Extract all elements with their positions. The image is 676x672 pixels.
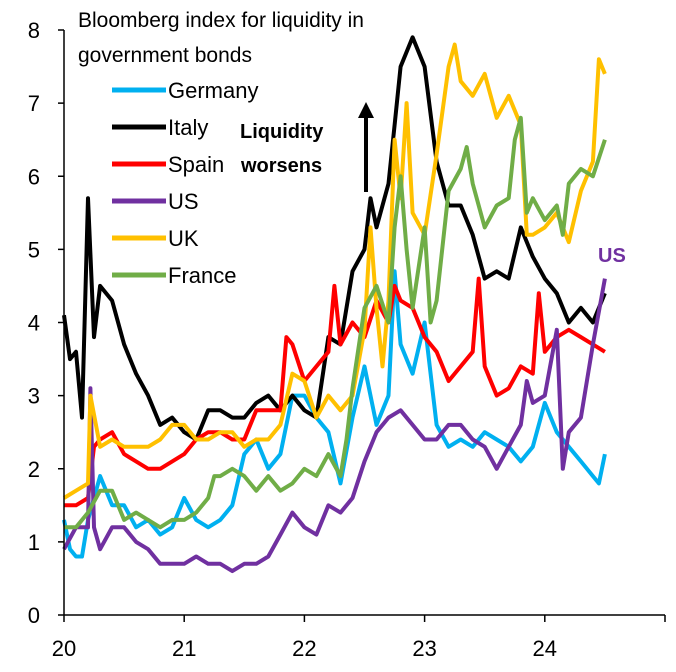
- chart-title-line1: Bloomberg index for liquidity in: [78, 9, 364, 32]
- legend-label-us: US: [168, 189, 199, 214]
- y-tick-label: 8: [28, 18, 40, 43]
- legend-label-spain: Spain: [168, 152, 224, 177]
- x-tick-label: 22: [292, 636, 316, 661]
- legend-label-italy: Italy: [168, 115, 208, 140]
- legend-label-germany: Germany: [168, 78, 258, 103]
- annotation-liquidity: Liquidity: [240, 121, 324, 143]
- series-line-us: [62, 278, 607, 574]
- annotation-worsens: worsens: [240, 155, 322, 177]
- up-arrow-icon: [358, 102, 374, 192]
- y-tick-label: 4: [28, 311, 40, 336]
- series-line-france: [64, 115, 607, 530]
- y-tick-label: 5: [28, 237, 40, 262]
- chart-title-line2: government bonds: [78, 44, 252, 67]
- series-line-uk: [62, 42, 607, 500]
- x-tick-label: 21: [172, 636, 196, 661]
- series-line-spain: [64, 276, 606, 508]
- legend-label-france: France: [168, 263, 236, 288]
- x-tick-label: 20: [52, 636, 76, 661]
- legend-label-uk: UK: [168, 226, 199, 251]
- legend: Germany Italy Spain US UK France: [112, 78, 258, 288]
- series-layer: [62, 35, 607, 574]
- y-tick-label: 6: [28, 164, 40, 189]
- y-tick-label: 2: [28, 457, 40, 482]
- y-tick-label: 7: [28, 91, 40, 116]
- x-tick-label: 24: [533, 636, 557, 661]
- y-tick-label: 3: [28, 384, 40, 409]
- x-tick-label: 23: [412, 636, 436, 661]
- annotation-us-label: US: [598, 245, 626, 267]
- series-line-germany: [62, 269, 607, 559]
- y-tick-label: 1: [28, 530, 40, 555]
- y-tick-label: 0: [28, 603, 40, 628]
